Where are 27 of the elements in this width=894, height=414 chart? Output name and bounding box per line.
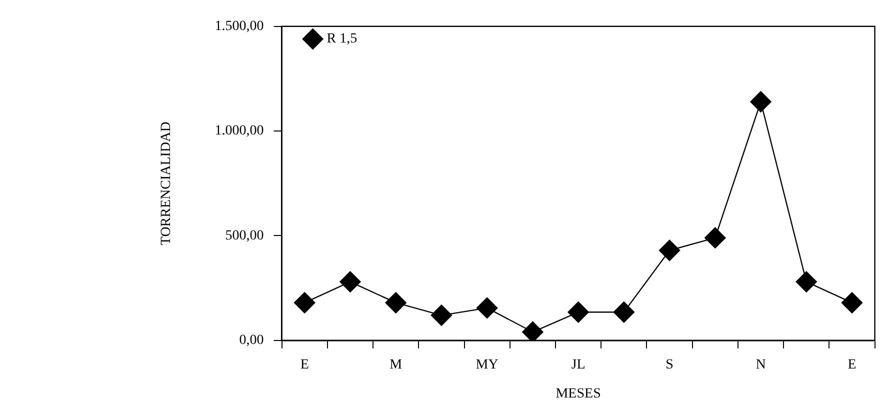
- point: [568, 302, 589, 323]
- x-tick-label: E: [848, 357, 856, 372]
- x-axis-title: MESES: [556, 386, 601, 402]
- point: [340, 271, 361, 292]
- x-tick-label: S: [666, 357, 674, 372]
- y-tick-label: 500,00: [225, 228, 264, 244]
- point: [841, 292, 863, 314]
- legend-label: R 1,5: [326, 32, 358, 47]
- point: [613, 302, 635, 323]
- y-tick-label: 1.000,00: [214, 124, 264, 139]
- point: [385, 292, 406, 314]
- point: [704, 227, 726, 248]
- point: [796, 271, 817, 292]
- y-tick-label: 1.500,00: [214, 19, 264, 34]
- point: [522, 321, 544, 340]
- x-tick-label: E: [300, 357, 309, 372]
- y-axis-title: TORRENCIALIDAD: [159, 122, 174, 246]
- y-tick-label: 0,00: [239, 333, 264, 348]
- point: [430, 304, 452, 326]
- x-tick-label: N: [756, 357, 766, 372]
- point: [750, 91, 772, 112]
- point: [658, 240, 680, 261]
- point: [294, 292, 316, 314]
- x-tick-label: JL: [571, 357, 586, 372]
- point: [476, 297, 498, 319]
- x-tick-label: MY: [476, 357, 498, 372]
- x-tick-label: M: [390, 357, 403, 372]
